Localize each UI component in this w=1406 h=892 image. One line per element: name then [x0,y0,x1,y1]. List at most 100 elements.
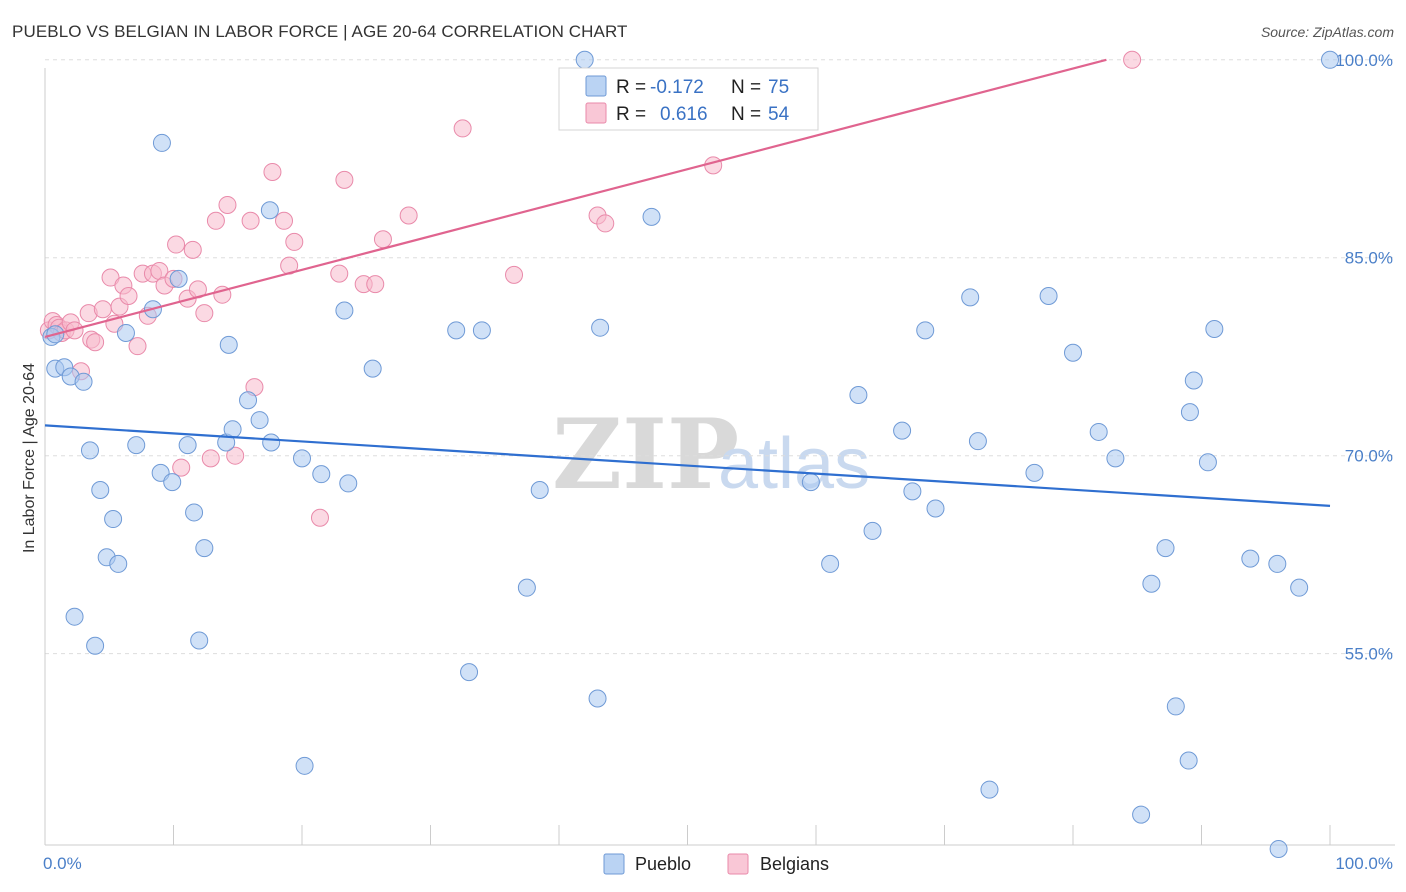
pueblo-point [1184,371,1203,390]
belgians-point [505,265,524,284]
legend-r-value-belgians: 0.616 [660,104,708,125]
pueblo-point [1106,449,1125,468]
x-tick-label: 0.0% [43,854,82,873]
source-text: Source: ZipAtlas.com [1260,24,1394,40]
pueblo-point [1156,539,1175,558]
bottom-legend-label-belgians: Belgians [760,854,829,874]
belgians-point [453,119,472,138]
pueblo-point [980,780,999,799]
pueblo-point [262,433,281,452]
pueblo-point [127,436,146,455]
stats-legend: R = -0.172 N = 75 R = 0.616 N = 54 [558,67,819,131]
belgians-point [275,211,294,230]
pueblo-point [260,201,279,220]
pueblo-point [295,756,314,775]
pueblo-point [903,482,922,501]
pueblo-point [517,578,536,597]
y-tick-label: 100.0% [1335,51,1393,70]
belgians-point [373,230,392,249]
pueblo-point [1142,574,1161,593]
pueblo-point [163,473,182,492]
legend-n-value-pueblo: 75 [768,77,789,98]
series-legend: Pueblo Belgians [603,853,829,875]
y-tick-label: 55.0% [1345,645,1393,664]
pueblo-point [152,133,171,152]
gridlines [45,59,1395,655]
belgians-point [93,300,112,319]
pueblo-point [530,481,549,500]
belgians-point [218,195,237,214]
pueblo-point [893,421,912,440]
pueblo-point [86,636,105,655]
pueblo-point [104,510,123,529]
belgians-point [128,337,147,356]
y-tick-label: 85.0% [1345,249,1393,268]
pueblo-point [642,207,661,226]
legend-n-value-belgians: 54 [768,104,790,125]
belgians-point [206,211,225,230]
pueblo-point [195,539,214,558]
pueblo-point [863,521,882,540]
pueblo-point [447,321,466,340]
legend-r-label-pueblo: R = [616,77,646,98]
pueblo-point [185,503,204,522]
belgians-point [310,508,329,527]
tick-labels: 55.0% 70.0% 85.0% 100.0% 0.0% 100.0% [43,51,1393,873]
pueblo-point [239,391,258,410]
pueblo-point [169,269,188,288]
pueblo-point [1089,422,1108,441]
y-axis-label: In Labor Force | Age 20-64 [21,363,38,553]
pueblo-point [339,474,358,493]
watermark-zip: ZIP [552,398,739,511]
belgians-point [241,211,260,230]
belgians-point [285,232,304,251]
pueblo-point [1205,320,1224,339]
belgians-points [39,50,1142,527]
bottom-legend-label-pueblo: Pueblo [635,854,691,874]
pueblo-point [363,359,382,378]
belgians-point [596,214,615,233]
pueblo-point [1268,554,1287,573]
axes [44,68,1395,846]
pueblo-point [821,554,840,573]
pueblo-points [42,50,1339,858]
y-tick-label: 70.0% [1345,447,1393,466]
bottom-legend-swatch-pueblo [603,853,625,875]
belgians-point [172,458,191,477]
pueblo-point [219,335,238,354]
pueblo-point [335,301,354,320]
watermark-atlas: atlas [718,424,870,504]
pueblo-point [1198,453,1217,472]
pueblo-point [223,420,242,439]
belgians-point [183,240,202,259]
belgians-point [330,264,349,283]
belgians-point [335,170,354,189]
pueblo-point [116,323,135,342]
pueblo-point [472,321,491,340]
belgians-point [101,268,120,287]
legend-n-label-pueblo: N = [731,77,761,98]
belgians-point [86,333,105,352]
pueblo-point [1025,463,1044,482]
bottom-legend-swatch-belgians [727,853,749,875]
pueblo-point [250,411,269,430]
pueblo-point [849,385,868,404]
belgians-point [1123,50,1142,69]
source-credit: Source: ZipAtlas.com [1261,24,1394,40]
pueblo-point [109,554,128,573]
pueblo-point [65,607,84,626]
belgians-point [263,162,282,181]
pueblo-point [926,499,945,518]
pueblo-point [1132,805,1151,824]
pueblo-point [1290,578,1309,597]
trend-lines [44,58,1331,507]
legend-r-value-pueblo: -0.172 [650,77,704,98]
pueblo-point [1166,697,1185,716]
belgians-point [195,304,214,323]
pueblo-point [1321,50,1339,69]
pueblo-point [460,663,479,682]
x-tick-label: 100.0% [1335,854,1393,873]
pueblo-point [916,321,935,340]
pueblo-point [575,50,594,69]
belgians-point [366,275,385,294]
